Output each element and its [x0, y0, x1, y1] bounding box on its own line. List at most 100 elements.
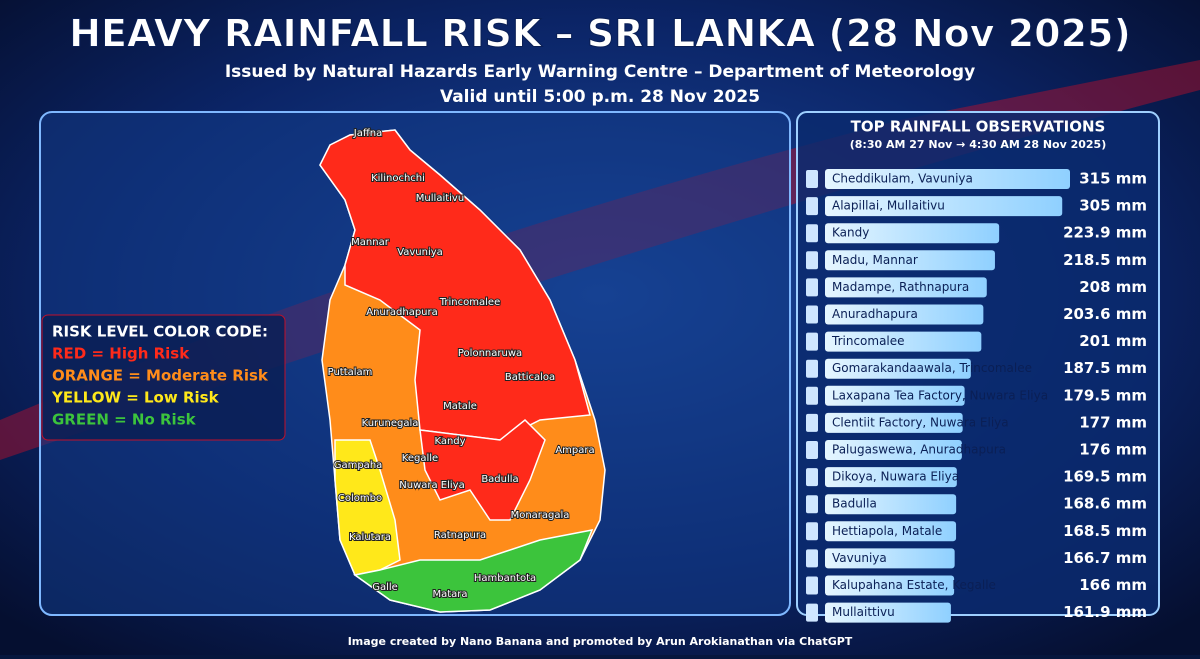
legend-item: ORANGE = Moderate Risk: [52, 367, 269, 385]
place-label: Polonnaruwa: [458, 348, 522, 359]
station-name: Palugaswewa, Anuradhapura: [832, 443, 1006, 457]
rain-gauge-icon: [806, 386, 818, 405]
station-name: Vavuniya: [832, 551, 887, 565]
legend-item: GREEN = No Risk: [52, 411, 197, 429]
place-label: Vavuniya: [397, 247, 443, 258]
rainfall-amount: 166 mm: [1079, 576, 1147, 594]
rain-gauge-icon: [806, 413, 818, 432]
legend-box: [41, 314, 286, 441]
station-name: Alapillai, Mullaitivu: [832, 199, 945, 213]
station-name: Kalupahana Estate, Kegalle: [832, 578, 996, 592]
station-name: Mullaittivu: [832, 605, 895, 619]
legend-title: RISK LEVEL COLOR CODE:: [52, 323, 268, 341]
rainfall-amount: 201 mm: [1079, 332, 1147, 350]
station-name: Dikoya, Nuwara Eliya: [832, 470, 959, 484]
rainfall-amount: 218.5 mm: [1063, 251, 1147, 269]
place-label: Gampaha: [334, 460, 383, 471]
rainfall-bar: [825, 358, 971, 379]
place-label: Monaragala: [511, 510, 570, 521]
station-name: Cheddikulam, Vavuniya: [832, 172, 973, 186]
place-label: Ratnapura: [434, 530, 486, 541]
place-label: Badulla: [481, 474, 518, 485]
rain-gauge-icon: [806, 495, 818, 514]
station-name: Trincomalee: [831, 334, 905, 348]
rainfall-bar: [825, 169, 1070, 189]
rainfall-bar: [825, 548, 955, 569]
rain-gauge-icon: [806, 197, 818, 216]
rainfall-amount: 169.5 mm: [1063, 468, 1147, 486]
station-name: Anuradhapura: [832, 307, 918, 321]
place-label: Batticaloa: [505, 372, 555, 383]
footer: Image created by Nano Banana and promote…: [348, 635, 853, 648]
place-label: Trincomalee: [439, 297, 500, 308]
station-name: Badulla: [832, 497, 877, 511]
station-name: Kandy: [832, 226, 869, 240]
rainfall-amount: 177 mm: [1079, 413, 1147, 431]
rainfall-bar: [825, 304, 984, 325]
rain-gauge-icon: [806, 278, 818, 297]
rain-gauge-icon: [806, 170, 818, 188]
rain-gauge-icon: [806, 441, 818, 459]
place-label: Colombo: [338, 493, 382, 504]
rainfall-bar: [825, 196, 1063, 217]
place-label: Kilinochchi: [371, 173, 425, 184]
rainfall-bar: [825, 277, 987, 298]
legend-item: YELLOW = Low Risk: [51, 389, 220, 407]
rainfall-amount: 176 mm: [1079, 441, 1147, 459]
rain-gauge-icon: [806, 305, 818, 324]
rainfall-amount: 208 mm: [1079, 278, 1147, 296]
observations-title: TOP RAINFALL OBSERVATIONS: [851, 118, 1106, 136]
rainfall-bar: [825, 223, 1000, 244]
place-label: Mullaitivu: [416, 193, 464, 204]
rainfall-amount: 305 mm: [1079, 197, 1147, 215]
station-name: Madampe, Rathnapura: [832, 280, 969, 294]
rainfall-amount: 161.9 mm: [1063, 603, 1147, 621]
place-label: Ampara: [555, 445, 594, 456]
place-label: Anuradhapura: [366, 307, 438, 318]
rainfall-amount: 166.7 mm: [1063, 549, 1147, 567]
green-region: [353, 529, 594, 613]
rainfall-bar: [825, 412, 963, 433]
rainfall-amount: 168.6 mm: [1063, 495, 1147, 513]
rainfall-bar: [825, 250, 995, 271]
rain-gauge-icon: [806, 468, 818, 487]
place-label: Kandy: [434, 436, 465, 447]
validity: Valid until 5:00 p.m. 28 Nov 2025: [440, 87, 760, 107]
rain-gauge-icon: [806, 224, 818, 243]
subtitle: Issued by Natural Hazards Early Warning …: [225, 62, 975, 82]
rain-gauge-icon: [806, 251, 818, 270]
place-label: Mannar: [351, 237, 390, 248]
yellow-region: [334, 439, 401, 576]
island: [319, 129, 606, 613]
place-label: Kegalle: [402, 453, 438, 464]
rainfall-bar: [825, 602, 951, 623]
place-label: Galle: [372, 582, 398, 593]
rainfall-bar: [825, 575, 955, 596]
rainfall-amount: 187.5 mm: [1063, 359, 1147, 377]
place-label: Jaffna: [353, 128, 382, 139]
red-region: [419, 418, 546, 521]
station-name: Laxapana Tea Factory, Nuwara Eliya: [832, 388, 1048, 402]
rainfall-bar: [825, 385, 965, 406]
station-name: Clentiit Factory, Nuwara Eliya: [832, 415, 1009, 429]
place-label: Kalutara: [349, 532, 391, 543]
rainfall-bar: [825, 467, 957, 488]
rain-gauge-icon: [806, 549, 818, 568]
rainfall-amount: 315 mm: [1079, 170, 1147, 188]
rainfall-amount: 168.5 mm: [1063, 522, 1147, 540]
rainfall-bar: [825, 440, 962, 460]
rain-gauge-icon: [806, 359, 818, 378]
rainfall-bar: [825, 521, 957, 542]
rainfall-amount: 203.6 mm: [1063, 305, 1147, 323]
rain-gauge-icon: [806, 603, 818, 622]
rain-gauge-icon: [806, 332, 818, 351]
observations-period: (8:30 AM 27 Nov → 4:30 AM 28 Nov 2025): [850, 138, 1106, 151]
station-name: Madu, Mannar: [832, 253, 918, 267]
title: HEAVY RAINFALL RISK – SRI LANKA (28 Nov …: [69, 12, 1131, 56]
place-label: Kurunegala: [362, 418, 419, 429]
rain-gauge-icon: [806, 522, 818, 541]
rain-gauge-icon: [806, 576, 818, 595]
rainfall-bar: [825, 331, 982, 352]
place-label: Nuwara Eliya: [399, 480, 464, 491]
